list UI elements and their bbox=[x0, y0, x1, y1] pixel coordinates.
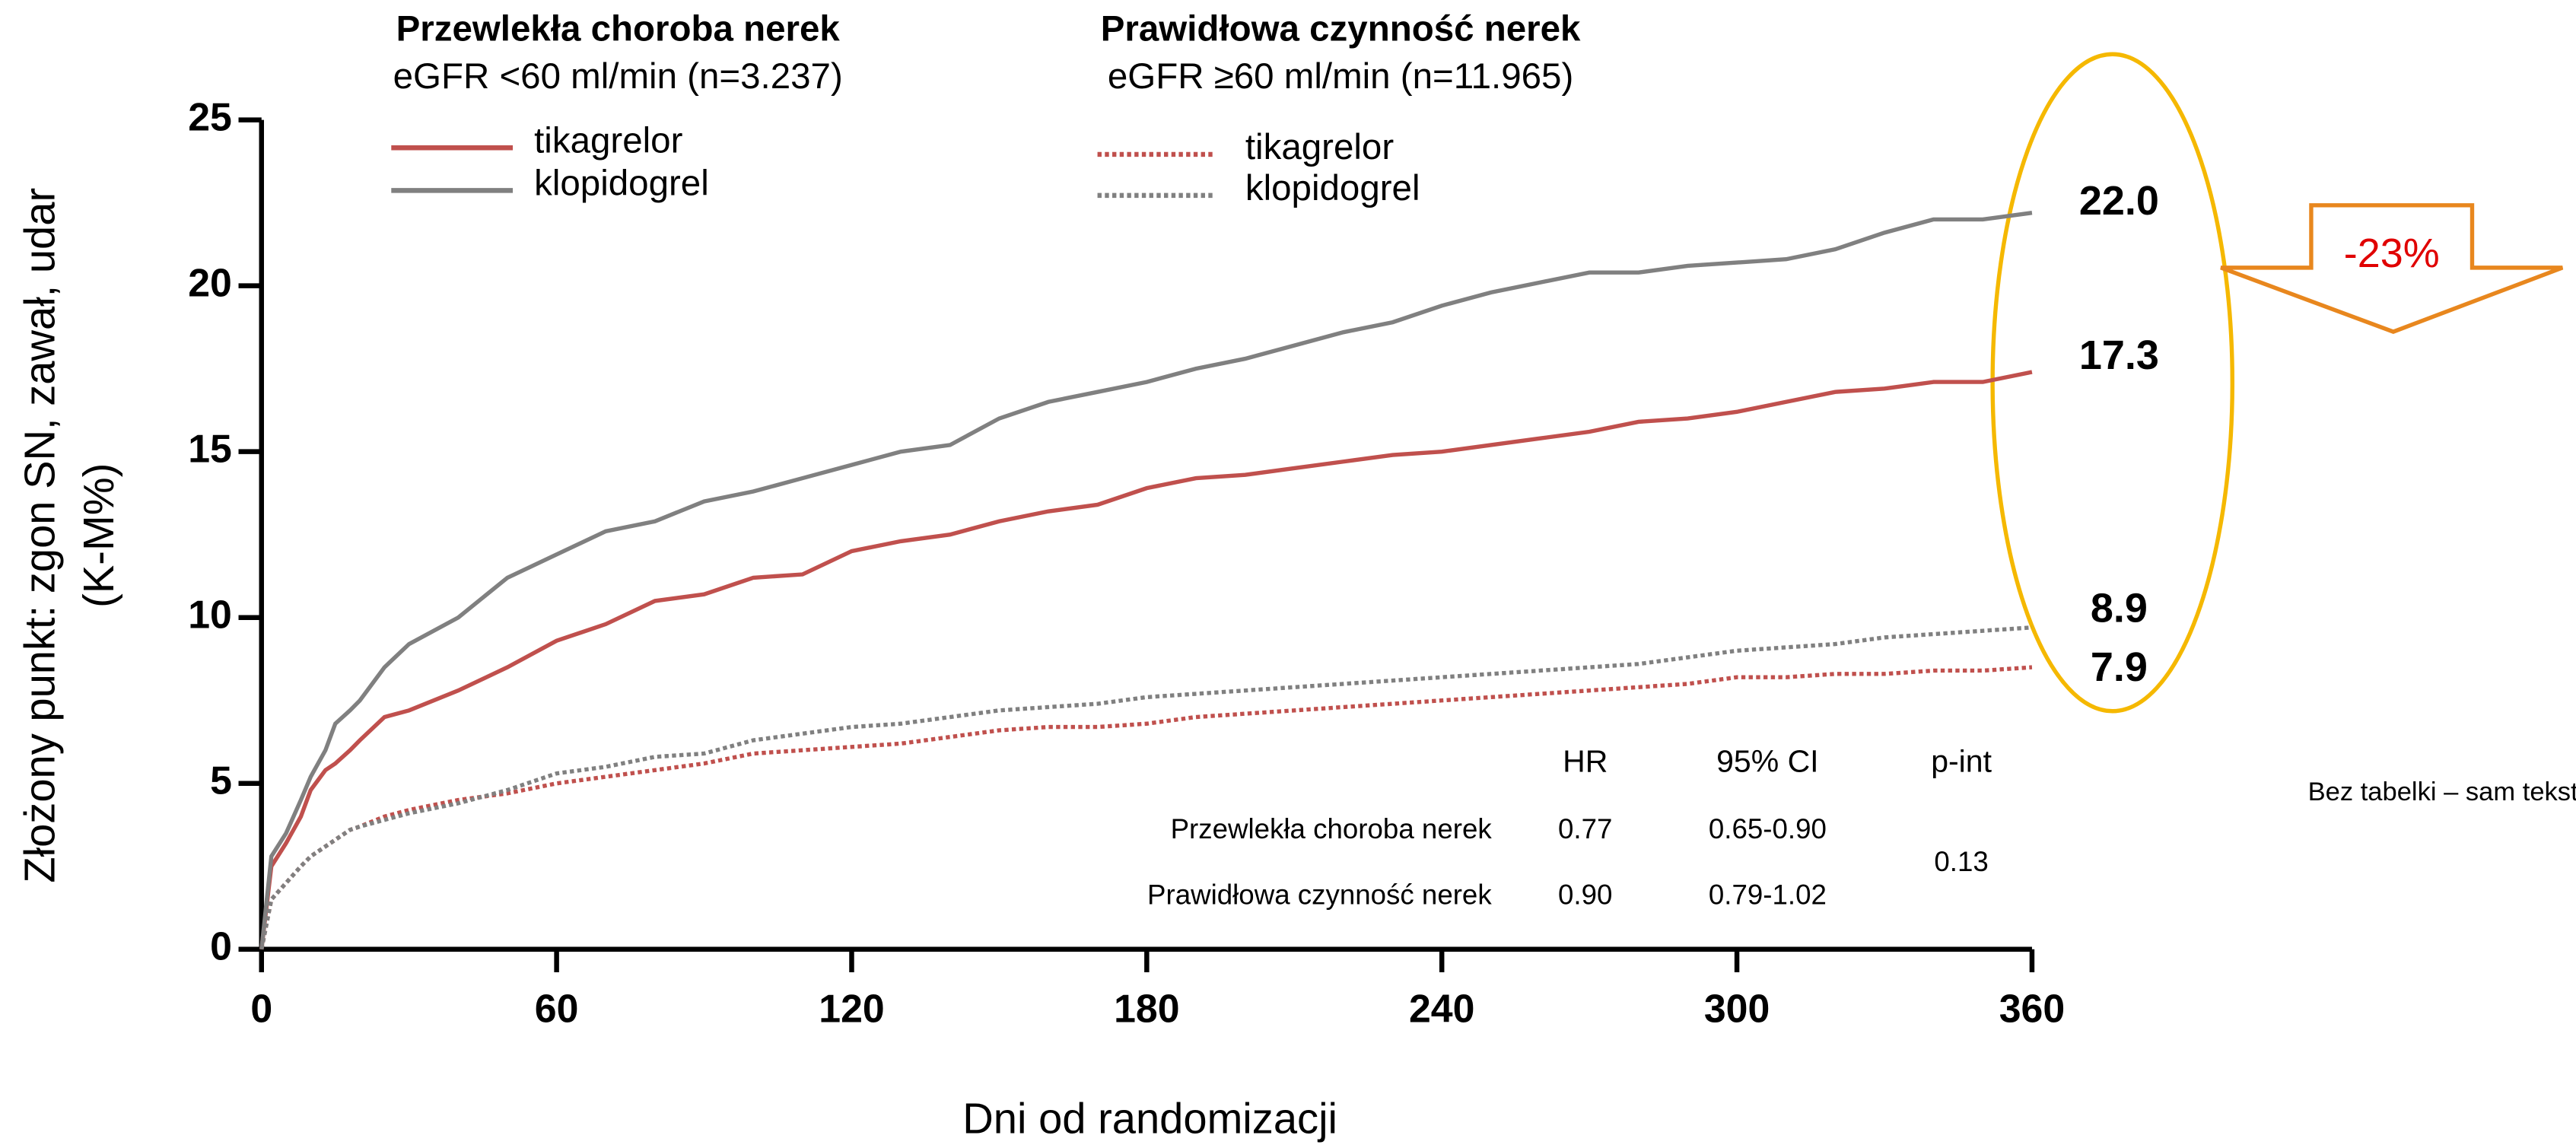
x-tick-label: 360 bbox=[1999, 987, 2065, 1031]
x-tick-label: 0 bbox=[250, 987, 272, 1031]
table-header: HR bbox=[1563, 744, 1608, 779]
y-tick-label: 0 bbox=[210, 924, 232, 968]
legend-label: klopidogrel bbox=[534, 163, 709, 203]
y-tick-label: 25 bbox=[188, 94, 232, 138]
table-header: 95% CI bbox=[1716, 744, 1818, 779]
table-p-int: 0.13 bbox=[1934, 846, 1988, 877]
table-cell: 0.79-1.02 bbox=[1709, 879, 1827, 910]
y-tick-label: 10 bbox=[188, 592, 232, 636]
table-cell: Przewlekła choroba nerek bbox=[1171, 813, 1493, 844]
end-label: 8.9 bbox=[2091, 585, 2148, 631]
legend-label: tikagrelor bbox=[534, 120, 682, 161]
legend-group-subtitle: eGFR <60 ml/min (n=3.237) bbox=[393, 56, 843, 97]
x-tick-label: 240 bbox=[1409, 987, 1474, 1031]
y-tick-label: 20 bbox=[188, 260, 232, 304]
legend-group-title: Przewlekła choroba nerek bbox=[396, 9, 841, 49]
x-tick-label: 120 bbox=[819, 987, 884, 1031]
table-header: p-int bbox=[1931, 744, 1992, 779]
end-label: 7.9 bbox=[2091, 644, 2148, 690]
x-axis-title: Dni od randomizacji bbox=[962, 1094, 1337, 1142]
note: Bez tabelki – sam tekst bbox=[2308, 778, 2576, 806]
series-line bbox=[259, 625, 2033, 950]
series-line bbox=[259, 370, 2033, 950]
reduction-arrow bbox=[2220, 203, 2564, 334]
reduction-label: -23% bbox=[2344, 231, 2440, 276]
end-label: 22.0 bbox=[2079, 178, 2159, 224]
table-cell: 0.90 bbox=[1558, 879, 1612, 910]
legend-group-title: Prawidłowa czynność nerek bbox=[1101, 9, 1581, 49]
x-tick-label: 60 bbox=[535, 987, 579, 1031]
legend-label: tikagrelor bbox=[1245, 127, 1394, 167]
table-cell: 0.65-0.90 bbox=[1709, 813, 1827, 844]
legend-group-subtitle: eGFR ≥60 ml/min (n=11.965) bbox=[1108, 56, 1573, 97]
y-tick-label: 15 bbox=[188, 426, 232, 470]
y-tick-label: 5 bbox=[210, 758, 232, 802]
y-axis-title: (K-M%) bbox=[75, 463, 122, 608]
x-tick-label: 300 bbox=[1704, 987, 1770, 1031]
legend-label: klopidogrel bbox=[1245, 168, 1420, 208]
series-line bbox=[259, 211, 2033, 950]
table-cell: Prawidłowa czynność nerek bbox=[1147, 879, 1492, 910]
end-label: 17.3 bbox=[2079, 332, 2159, 378]
y-axis-title: Złożony punkt: zgon SN, zawał, udar bbox=[15, 188, 63, 883]
table-cell: 0.77 bbox=[1558, 813, 1612, 844]
x-tick-label: 180 bbox=[1114, 987, 1179, 1031]
highlight-ellipse bbox=[1990, 52, 2235, 714]
